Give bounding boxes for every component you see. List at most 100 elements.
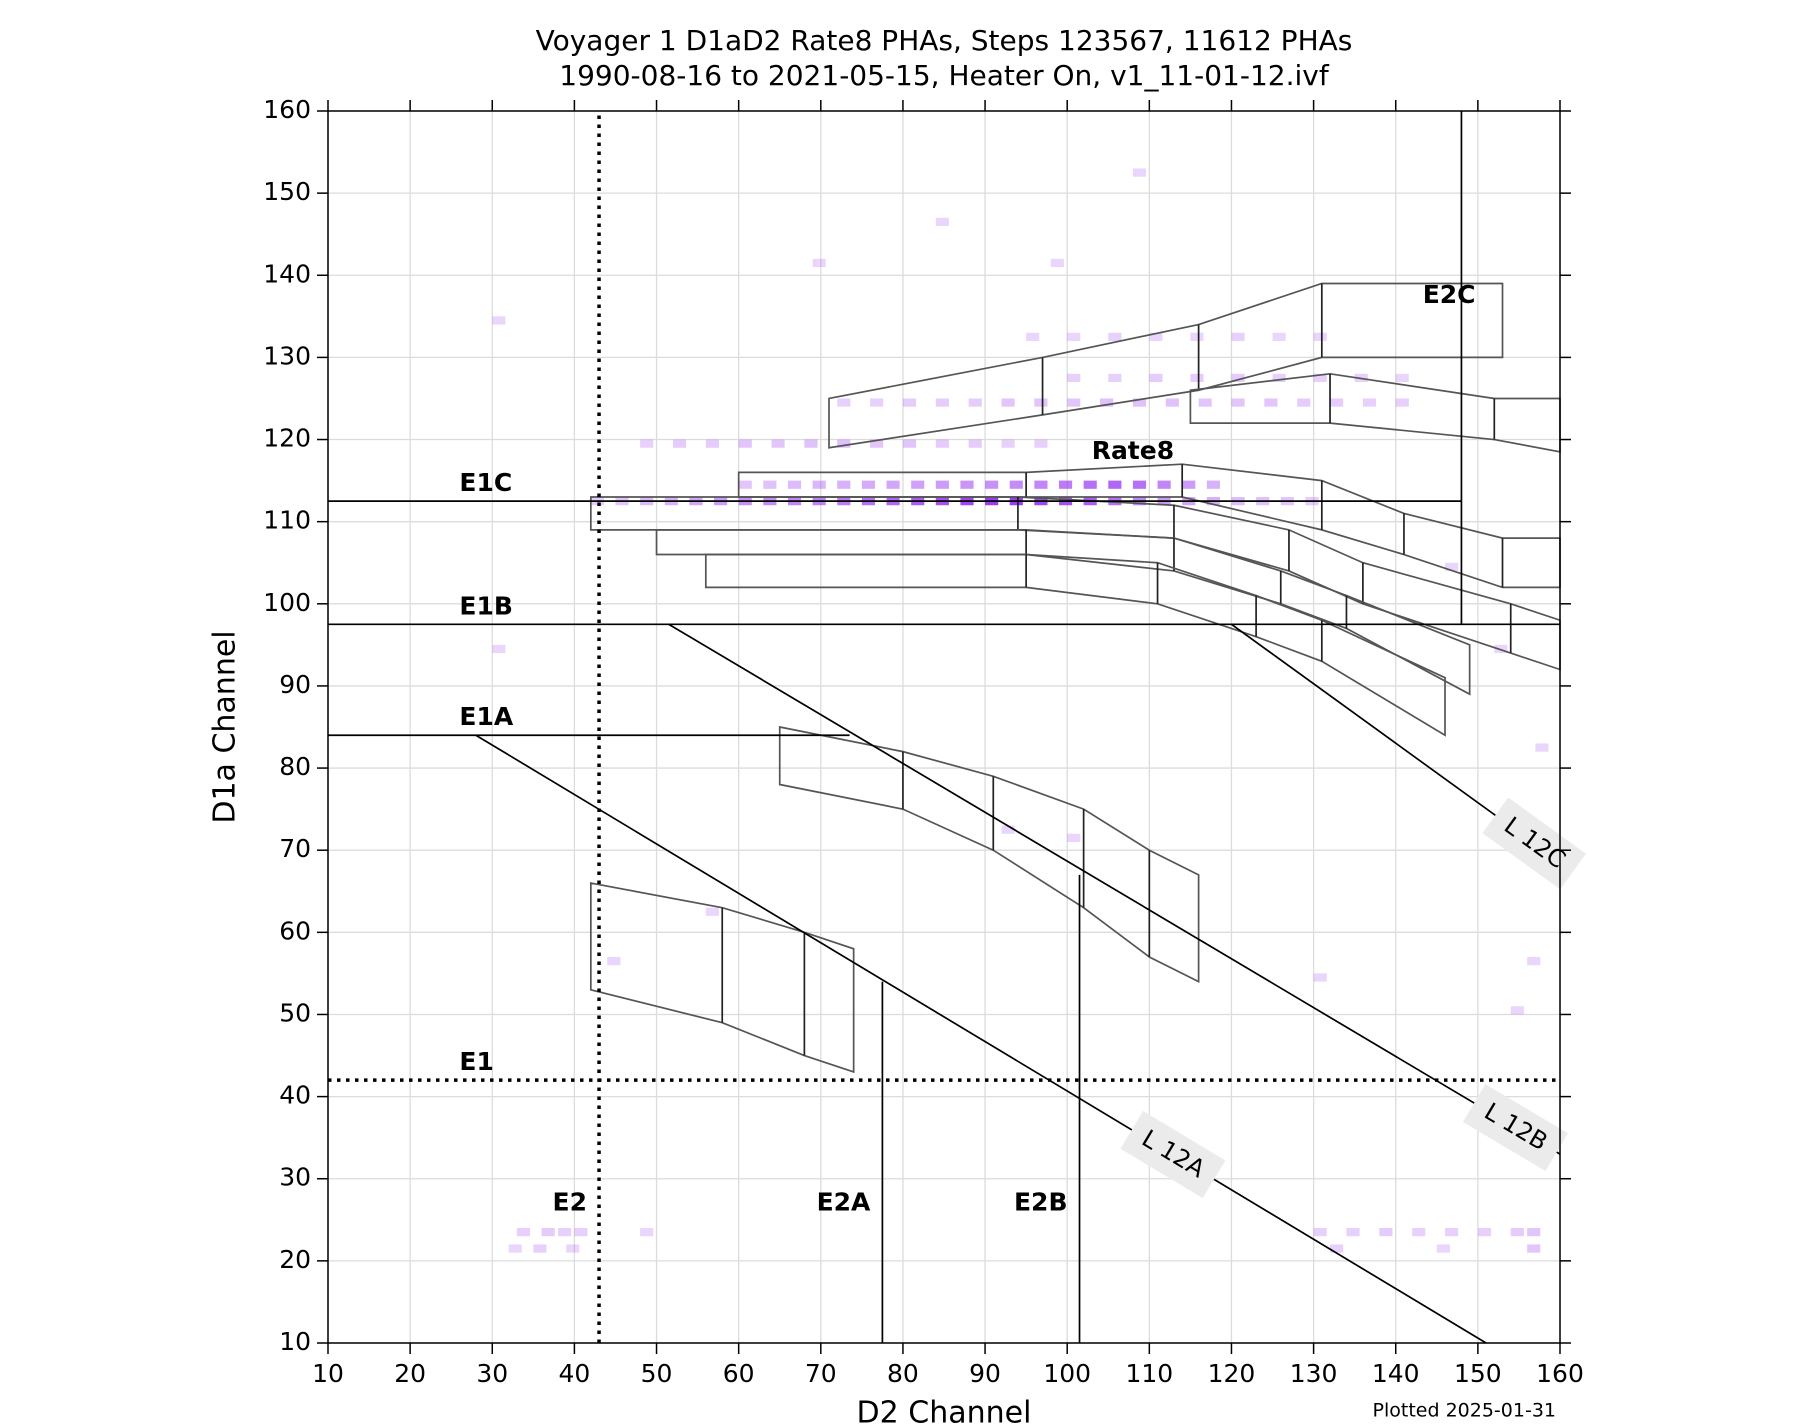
histogram-cell xyxy=(1330,1244,1344,1253)
x-tick-label: 70 xyxy=(805,1359,837,1388)
histogram-cell xyxy=(492,316,506,325)
histogram-cell xyxy=(1445,1228,1459,1237)
region-outline xyxy=(778,725,1200,983)
y-tick-label: 80 xyxy=(279,752,311,781)
threshold-label: E1B xyxy=(459,591,513,620)
histogram-cell xyxy=(607,956,621,966)
x-tick-label: 90 xyxy=(969,1359,1001,1388)
histogram-cell xyxy=(1436,1244,1450,1253)
histogram-cell xyxy=(1157,480,1171,489)
histogram-cell xyxy=(1067,398,1081,407)
histogram-cell xyxy=(1313,1228,1327,1237)
histogram-cell xyxy=(804,439,818,448)
histogram-cell xyxy=(1083,480,1097,489)
histogram-cell xyxy=(902,398,917,407)
x-tick-label: 80 xyxy=(887,1359,919,1388)
histogram-cell xyxy=(1527,1228,1541,1237)
histogram-cell xyxy=(763,480,777,489)
threshold-label: E2B xyxy=(1014,1187,1068,1216)
y-tick-label: 160 xyxy=(263,95,311,124)
histogram-cell xyxy=(705,907,719,916)
histogram-cell xyxy=(1026,332,1040,341)
plot-frame xyxy=(327,110,1561,1344)
histogram-cell xyxy=(1034,480,1048,489)
histogram-cell xyxy=(1190,332,1204,341)
region-label: E2C xyxy=(1423,280,1476,309)
region-outline xyxy=(589,496,1561,671)
histogram-cell xyxy=(1231,398,1245,407)
x-tick-label: 110 xyxy=(1125,1359,1173,1388)
histogram-cell xyxy=(1313,973,1327,982)
histogram-cell xyxy=(508,1244,522,1253)
x-axis-label: D2 Channel xyxy=(857,1396,1032,1424)
histogram-cell xyxy=(1231,373,1245,383)
histogram-cell xyxy=(911,480,925,489)
x-tick-label: 100 xyxy=(1043,1359,1091,1388)
histogram-cell xyxy=(935,217,949,226)
histogram-cell xyxy=(1264,398,1278,407)
axes: 10 20 30 40 50 60 70 80 90 100 110 120 130 140 150 160 1… xyxy=(263,95,1584,1388)
histogram-cell xyxy=(1132,480,1147,489)
histogram-cell xyxy=(1330,398,1344,407)
histogram-cell xyxy=(968,439,982,448)
y-tick-label: 120 xyxy=(263,424,311,453)
histogram-cell xyxy=(1149,373,1163,383)
y-tick-label: 110 xyxy=(263,506,311,535)
histogram-cell xyxy=(1058,480,1073,489)
histogram-cell xyxy=(1132,168,1147,177)
threshold-label: E1C xyxy=(459,468,512,497)
histogram-cell xyxy=(516,1228,531,1237)
y-tick-label: 150 xyxy=(263,177,311,206)
histogram-cell xyxy=(886,480,900,489)
y-tick-label: 30 xyxy=(279,1163,311,1192)
x-tick-label: 50 xyxy=(641,1359,673,1388)
y-tick-label: 70 xyxy=(279,834,311,863)
threshold-label: E2 xyxy=(553,1187,587,1216)
histogram-cell xyxy=(1067,373,1081,383)
histogram-cell xyxy=(1050,258,1064,268)
y-tick-label: 40 xyxy=(279,1081,311,1110)
x-tick-label: 40 xyxy=(558,1359,590,1388)
histogram-cell xyxy=(935,439,949,448)
histogram-cell xyxy=(1067,332,1081,341)
histogram-cell xyxy=(787,480,802,489)
histogram-cell xyxy=(1132,398,1147,407)
histogram-cell xyxy=(935,480,949,489)
x-tick-label: 120 xyxy=(1208,1359,1256,1388)
histogram-cell xyxy=(1034,439,1048,448)
histogram-cell xyxy=(541,1228,555,1237)
threshold-line xyxy=(668,623,1561,1155)
histogram-cell xyxy=(935,398,949,407)
histogram-cell xyxy=(1206,480,1220,489)
y-tick-label: 10 xyxy=(279,1327,311,1356)
histogram-cell xyxy=(557,1228,572,1237)
histogram-cell xyxy=(1510,1228,1524,1237)
threshold-line xyxy=(1230,623,1545,851)
histogram-cell xyxy=(738,439,752,448)
histogram-cell xyxy=(1190,373,1204,383)
histogram-cell xyxy=(1108,332,1122,341)
histogram-cell xyxy=(1272,332,1286,341)
histogram-cell xyxy=(837,480,851,489)
histogram-cell xyxy=(1001,439,1015,448)
histogram-cell xyxy=(1535,743,1549,752)
histogram-cell xyxy=(985,480,999,489)
histogram-cell xyxy=(1510,1006,1524,1015)
threshold-line xyxy=(475,734,1487,1344)
histogram-cell xyxy=(1165,398,1179,407)
histogram-cell xyxy=(870,398,884,407)
histogram-cell xyxy=(1395,373,1409,383)
histogram-cell xyxy=(705,439,719,448)
histogram-cell xyxy=(533,1244,547,1253)
x-tick-label: 160 xyxy=(1536,1359,1584,1388)
label-box xyxy=(1120,1110,1226,1199)
histogram-cell xyxy=(1182,480,1196,489)
y-tick-label: 20 xyxy=(279,1245,311,1274)
histogram-cell xyxy=(812,480,826,489)
x-tick-label: 60 xyxy=(723,1359,755,1388)
histogram-cell xyxy=(1067,833,1081,842)
histogram-cell xyxy=(1527,1244,1541,1253)
cells xyxy=(492,168,1549,1253)
threshold-label: E1A xyxy=(459,702,513,731)
